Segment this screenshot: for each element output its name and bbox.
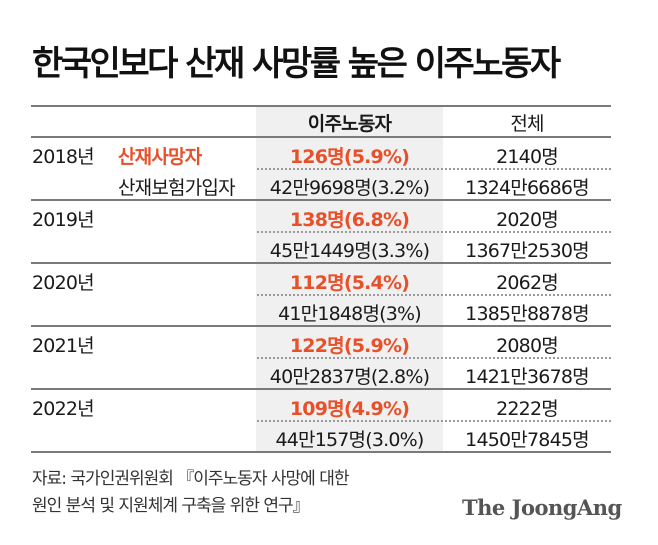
header-rule <box>31 136 611 138</box>
total-insured: 1367만2530명 <box>465 240 589 262</box>
total-deaths: 2140명 <box>496 146 559 168</box>
source-line-1: 자료: 국가인권위원회 『이주노동자 사망에 대한 <box>32 469 350 489</box>
table-top-rule <box>31 105 611 107</box>
total-insured: 1450만7845명 <box>465 429 589 451</box>
total-deaths: 2020명 <box>496 209 559 231</box>
dotted-divider <box>257 420 611 422</box>
dotted-divider <box>257 294 611 296</box>
migrant-deaths: 138명(6.8%) <box>289 209 410 231</box>
total-deaths: 2080명 <box>496 335 559 357</box>
page-title: 한국인보다 산재 사망률 높은 이주노동자 <box>32 44 561 84</box>
migrant-deaths: 109명(4.9%) <box>289 398 410 420</box>
dotted-divider <box>257 231 611 233</box>
header-migrant: 이주노동자 <box>307 113 392 135</box>
migrant-deaths: 112명(5.4%) <box>289 272 410 294</box>
migrant-deaths: 122명(5.9%) <box>289 335 410 357</box>
header-total: 전체 <box>510 113 544 135</box>
row-rule <box>31 325 611 327</box>
row-label-insured: 산재보험가입자 <box>118 177 236 199</box>
dotted-divider <box>257 357 611 359</box>
total-deaths: 2222명 <box>496 398 559 420</box>
table-bottom-rule <box>31 451 611 453</box>
migrant-column-highlight <box>256 106 443 452</box>
migrant-insured: 45만1449명(3.3%) <box>269 240 430 262</box>
row-label-deaths: 산재사망자 <box>118 146 202 168</box>
total-deaths: 2062명 <box>496 272 559 294</box>
year-label: 2021년 <box>32 335 95 357</box>
migrant-insured: 42만9698명(3.2%) <box>269 177 430 199</box>
source-line-2: 원인 분석 및 지원체계 구축을 위한 연구』 <box>32 496 310 516</box>
publisher-logo: The JoongAng <box>462 495 622 520</box>
total-insured: 1385만8878명 <box>465 303 589 325</box>
row-rule <box>31 199 611 201</box>
migrant-insured: 40만2837명(2.8%) <box>269 366 430 388</box>
source-note: 자료: 국가인권위원회 『이주노동자 사망에 대한 원인 분석 및 지원체계 구… <box>32 466 350 520</box>
year-label: 2019년 <box>32 209 95 231</box>
total-insured: 1324만6686명 <box>465 177 589 199</box>
year-label: 2018년 <box>32 146 95 168</box>
year-label: 2022년 <box>32 398 95 420</box>
migrant-insured: 44만157명(3.0%) <box>275 429 424 451</box>
dotted-divider <box>257 168 611 170</box>
row-rule <box>31 388 611 390</box>
total-insured: 1421만3678명 <box>465 366 589 388</box>
year-label: 2020년 <box>32 272 95 294</box>
migrant-insured: 41만1848명(3%) <box>278 303 422 325</box>
row-rule <box>31 262 611 264</box>
migrant-deaths: 126명(5.9%) <box>289 146 410 168</box>
